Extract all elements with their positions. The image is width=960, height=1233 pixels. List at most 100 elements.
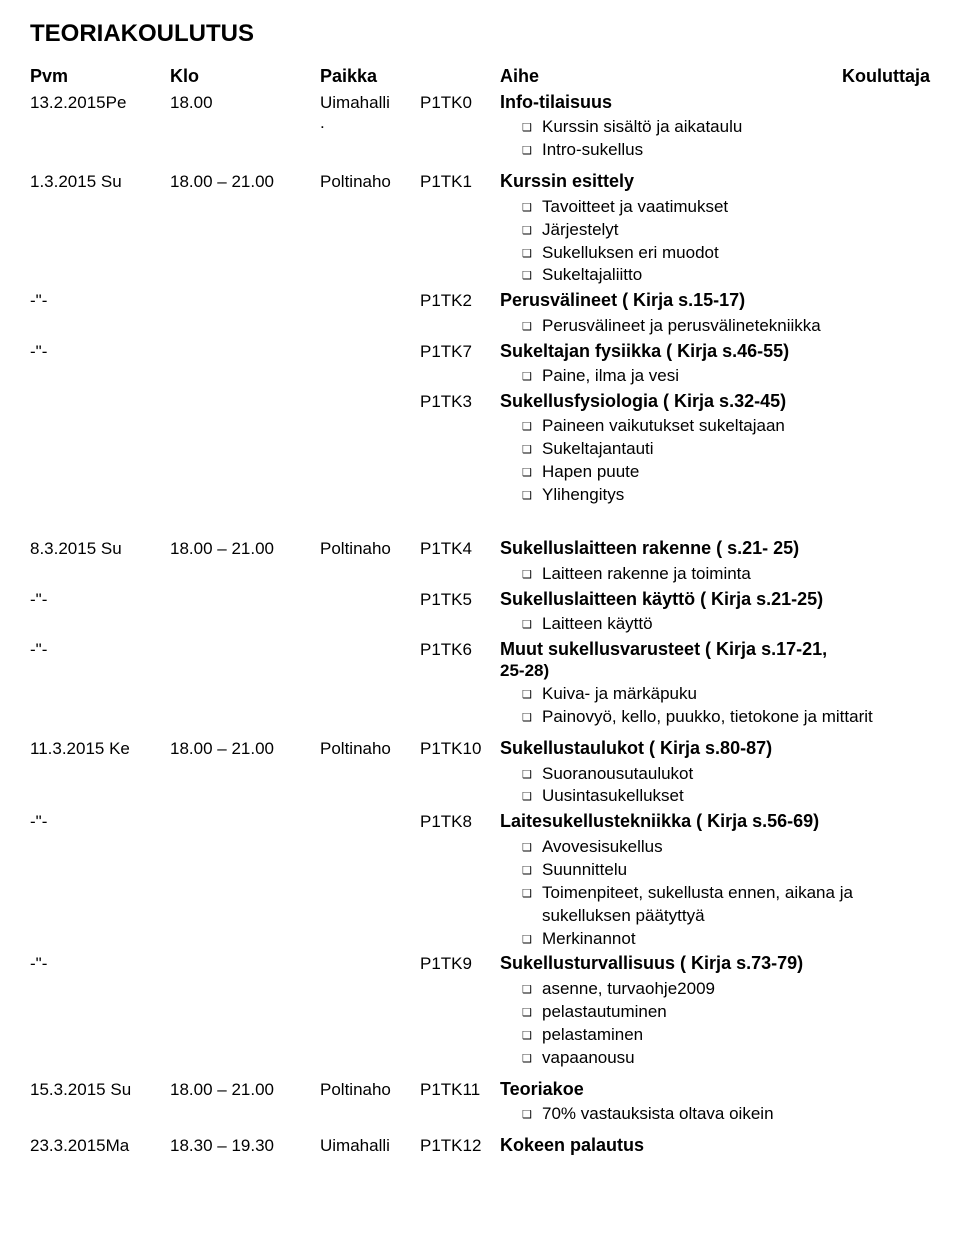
bullet-icon: ❑ (522, 264, 542, 287)
bullet-icon: ❑ (522, 365, 542, 388)
cell-paikka (320, 390, 420, 392)
cell-code: P1TK1 (420, 170, 500, 192)
cell-paikka (320, 340, 420, 342)
schedule-row: P1TK3Sukellusfysiologia ( Kirja s.32-45)… (30, 390, 930, 507)
header-paikka: Paikka (320, 66, 420, 87)
cell-pvm: 13.2.2015Pe (30, 91, 170, 113)
sub-list: ❑Avovesisukellus❑Suunnittelu❑Toimenpitee… (500, 836, 930, 951)
sub-item: ❑Toimenpiteet, sukellusta ennen, aikana … (522, 882, 930, 928)
page: TEORIAKOULUTUS Pvm Klo Paikka Aihe Koulu… (0, 0, 960, 1189)
cell-aihe: Kurssin esittely❑Tavoitteet ja vaatimuks… (500, 170, 930, 287)
cell-code: P1TK9 (420, 952, 500, 974)
sub-item: ❑Suunnittelu (522, 859, 930, 882)
header-pvm: Pvm (30, 66, 170, 87)
sub-item-text: Paineen vaikutukset sukeltajaan (542, 415, 930, 438)
cell-klo (170, 952, 320, 954)
cell-klo: 18.00 – 21.00 (170, 1078, 320, 1100)
sub-item: ❑Hapen puute (522, 461, 930, 484)
cell-pvm: -"- (30, 952, 170, 974)
sub-item: ❑Avovesisukellus (522, 836, 930, 859)
sub-item: ❑Suoranousutaulukot (522, 763, 930, 786)
schedule-row: -"- P1TK7Sukeltajan fysiikka ( Kirja s.46… (30, 340, 930, 388)
cell-paikka (320, 638, 420, 640)
sub-item-text: Paine, ilma ja vesi (542, 365, 930, 388)
sub-item-text: Laitteen käyttö (542, 613, 930, 636)
sub-item-text: Sukelluksen eri muodot (542, 242, 930, 265)
cell-paikka-suffix: . (320, 113, 420, 133)
header-klo: Klo (170, 66, 320, 87)
sub-item: ❑Perusvälineet ja perusvälinetekniikka (522, 315, 930, 338)
sub-list: ❑Laitteen rakenne ja toiminta (500, 563, 930, 586)
rows-container: 13.2.2015Pe18.00Uimahalli.P1TK0Info-tila… (30, 91, 930, 1157)
cell-aihe: Sukelluslaitteen rakenne ( s.21- 25) ❑Lai… (500, 537, 930, 585)
cell-code: P1TK0 (420, 91, 500, 113)
sub-item: ❑asenne, turvaohje2009 (522, 978, 930, 1001)
cell-pvm: -"- (30, 638, 170, 660)
schedule-row: 8.3.2015 Su18.00 – 21.00PoltinahoP1TK4Su… (30, 537, 930, 585)
table-header-row: Pvm Klo Paikka Aihe Kouluttaja (30, 66, 930, 87)
sub-item: ❑Uusintasukellukset (522, 785, 930, 808)
header-kouluttaja: Kouluttaja (830, 66, 930, 87)
cell-pvm: -"- (30, 340, 170, 362)
cell-code: P1TK8 (420, 810, 500, 832)
cell-aihe: Sukeltajan fysiikka ( Kirja s.46-55)❑Pai… (500, 340, 930, 388)
bullet-icon: ❑ (522, 1103, 542, 1126)
schedule-row: -"- P1TK6Muut sukellusvarusteet ( Kirja s… (30, 638, 930, 729)
sub-item-text: Sukeltajaliitto (542, 264, 930, 287)
sub-item-text: Laitteen rakenne ja toiminta (542, 563, 930, 586)
cell-pvm: 8.3.2015 Su (30, 537, 170, 559)
sub-item: ❑Sukelluksen eri muodot (522, 242, 930, 265)
bullet-icon: ❑ (522, 928, 542, 951)
bullet-icon: ❑ (522, 116, 542, 139)
cell-aihe: Kokeen palautus (500, 1134, 930, 1157)
cell-code: P1TK2 (420, 289, 500, 311)
topic-title: Teoriakoe (500, 1078, 930, 1101)
schedule-row: 15.3.2015 Su18.00 – 21.00PoltinahoP1TK11… (30, 1078, 930, 1126)
schedule-row: 11.3.2015 Ke18.00 – 21.00PoltinahoP1TK10… (30, 737, 930, 808)
bullet-icon: ❑ (522, 461, 542, 484)
cell-pvm: -"- (30, 810, 170, 832)
cell-klo: 18.00 – 21.00 (170, 737, 320, 759)
cell-klo: 18.00 – 21.00 (170, 170, 320, 192)
bullet-icon: ❑ (522, 763, 542, 786)
cell-code: P1TK7 (420, 340, 500, 362)
schedule-row: -"-P1TK5Sukelluslaitteen käyttö ( Kirja … (30, 588, 930, 636)
cell-paikka: Uimahalli (320, 1134, 420, 1156)
sub-list: ❑70% vastauksista oltava oikein (500, 1103, 930, 1126)
sub-item: ❑Järjestelyt (522, 219, 930, 242)
cell-code: P1TK6 (420, 638, 500, 660)
bullet-icon: ❑ (522, 882, 542, 928)
cell-code: P1TK10 (420, 737, 500, 759)
cell-paikka: Poltinaho (320, 737, 420, 759)
sub-item: ❑Sukeltajantauti (522, 438, 930, 461)
schedule-row: -"-P1TK2Perusvälineet ( Kirja s.15-17)❑P… (30, 289, 930, 337)
cell-aihe: Muut sukellusvarusteet ( Kirja s.17-21, … (500, 638, 930, 729)
sub-item-text: Sukeltajantauti (542, 438, 930, 461)
sub-item-text: Kuiva- ja märkäpuku (542, 683, 930, 706)
schedule-row: 13.2.2015Pe18.00Uimahalli.P1TK0Info-tila… (30, 91, 930, 162)
cell-klo (170, 390, 320, 392)
bullet-icon: ❑ (522, 706, 542, 729)
bullet-icon: ❑ (522, 1047, 542, 1070)
bullet-icon: ❑ (522, 438, 542, 461)
header-aihe: Aihe (500, 66, 830, 87)
sub-item: ❑70% vastauksista oltava oikein (522, 1103, 930, 1126)
topic-title: Sukellusturvallisuus ( Kirja s.73-79) (500, 952, 930, 975)
bullet-icon: ❑ (522, 563, 542, 586)
topic-title: Perusvälineet ( Kirja s.15-17) (500, 289, 930, 312)
sub-item: ❑Ylihengitys (522, 484, 930, 507)
sub-item-text: Merkinannot (542, 928, 930, 951)
schedule-row: -"- P1TK9Sukellusturvallisuus ( Kirja s.7… (30, 952, 930, 1069)
bullet-icon: ❑ (522, 315, 542, 338)
cell-klo: 18.00 – 21.00 (170, 537, 320, 559)
cell-klo (170, 289, 320, 291)
schedule-row: 23.3.2015Ma18.30 – 19.30UimahalliP1TK12K… (30, 1134, 930, 1157)
sub-list: ❑asenne, turvaohje2009❑pelastautuminen❑p… (500, 978, 930, 1070)
topic-title: Sukelluslaitteen käyttö ( Kirja s.21-25) (500, 588, 930, 611)
sub-list: ❑Paineen vaikutukset sukeltajaan❑Sukelta… (500, 415, 930, 507)
bullet-icon: ❑ (522, 785, 542, 808)
cell-code: P1TK5 (420, 588, 500, 610)
topic-title: Sukelluslaitteen rakenne ( s.21- 25) (500, 537, 930, 560)
sub-item: ❑pelastaminen (522, 1024, 930, 1047)
sub-item: ❑Paineen vaikutukset sukeltajaan (522, 415, 930, 438)
